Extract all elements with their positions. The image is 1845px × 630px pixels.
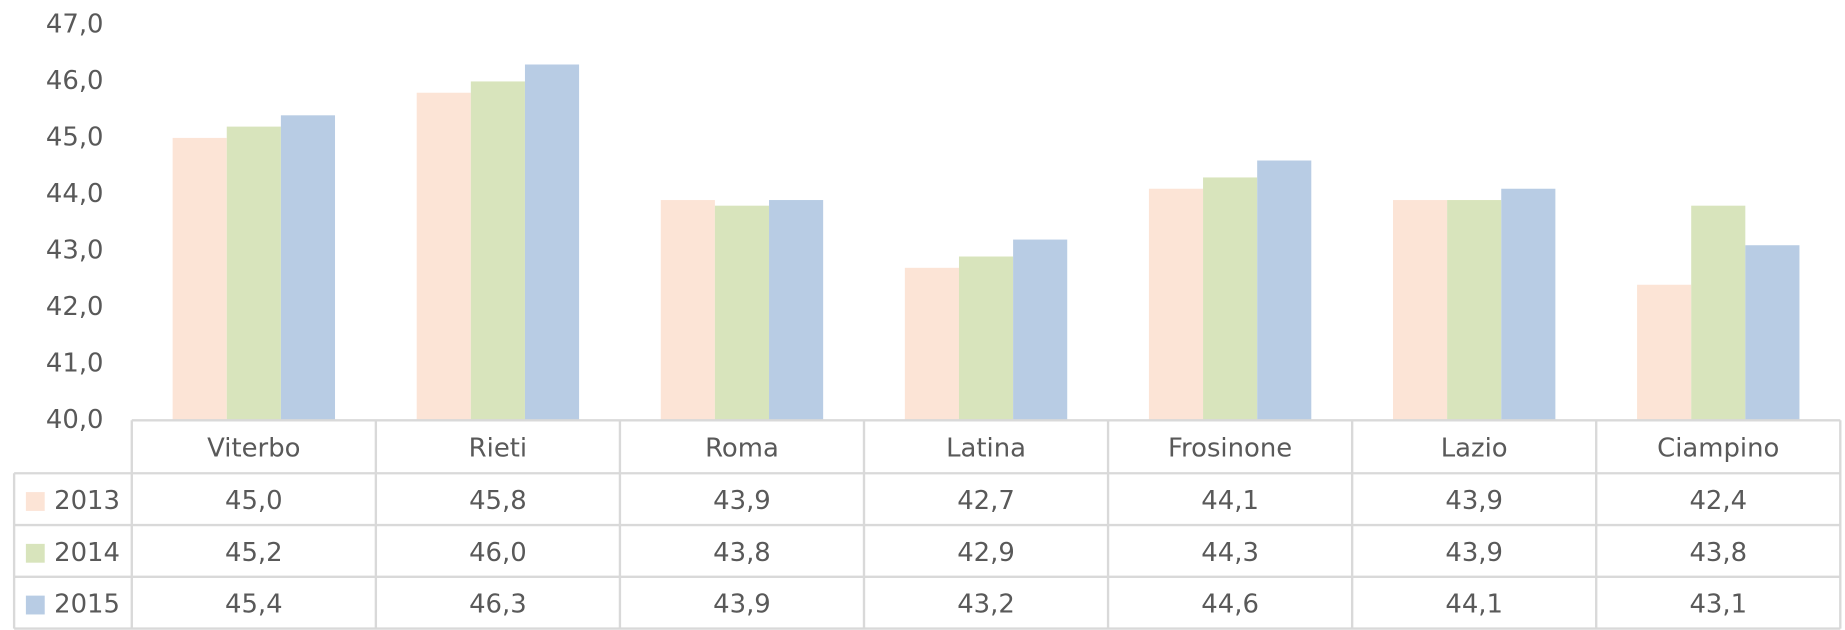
y-tick-label: 45,0 — [46, 122, 104, 152]
table-cell: 42,9 — [957, 538, 1015, 568]
bar — [1447, 200, 1502, 421]
legend-key — [25, 595, 45, 615]
y-tick-label: 41,0 — [46, 348, 104, 378]
table-cell: 43,9 — [1445, 538, 1503, 568]
table-cell: 45,2 — [225, 538, 283, 568]
y-tick-label: 47,0 — [46, 9, 104, 39]
bar — [172, 137, 227, 421]
x-tick-label: Lazio — [1441, 434, 1508, 464]
table-cell: 44,1 — [1445, 590, 1503, 620]
bar — [470, 81, 525, 421]
table-cell: 43,1 — [1689, 590, 1747, 620]
table-cell: 45,0 — [225, 486, 283, 516]
legend-label: 2014 — [54, 538, 120, 568]
table-cell: 43,9 — [713, 486, 771, 516]
bar — [280, 115, 336, 421]
bar — [1392, 200, 1448, 421]
legend-key — [25, 492, 45, 511]
bar — [660, 200, 715, 421]
y-tick-label: 43,0 — [46, 235, 104, 265]
table-cell: 44,1 — [1201, 486, 1259, 516]
legend-label: 2015 — [54, 590, 120, 620]
x-tick-label: Frosinone — [1168, 434, 1292, 464]
table-cell: 42,7 — [957, 486, 1015, 516]
table-cell: 45,4 — [225, 590, 283, 620]
bar — [416, 92, 471, 421]
table-cell: 44,3 — [1201, 538, 1259, 568]
x-tick-label: Rieti — [469, 434, 527, 464]
table-cell: 42,4 — [1689, 486, 1747, 516]
legend-key — [25, 543, 45, 563]
legend-label: 2013 — [54, 486, 120, 516]
bar — [1637, 284, 1692, 421]
x-tick-label: Viterbo — [207, 434, 300, 464]
bar — [769, 200, 824, 421]
bar — [524, 64, 580, 421]
bar — [1148, 188, 1204, 421]
table-cell: 43,8 — [1689, 538, 1747, 568]
x-tick-label: Roma — [705, 434, 779, 464]
bar — [1745, 245, 1800, 421]
table-cell: 43,9 — [713, 590, 771, 620]
bar — [904, 267, 959, 421]
bar — [1501, 188, 1556, 421]
bar — [1691, 205, 1746, 421]
table-cell: 43,9 — [1445, 486, 1503, 516]
x-tick-label: Ciampino — [1657, 434, 1779, 464]
table-cell: 43,2 — [957, 590, 1015, 620]
bar — [1257, 160, 1312, 421]
bar — [958, 256, 1014, 421]
bar — [226, 126, 281, 421]
bar — [1013, 239, 1068, 421]
table-cell: 46,0 — [469, 538, 527, 568]
bar — [1203, 177, 1258, 421]
y-tick-label: 46,0 — [46, 66, 104, 96]
y-tick-label: 44,0 — [46, 179, 104, 209]
y-tick-label: 42,0 — [46, 292, 104, 322]
bar — [714, 205, 770, 421]
y-tick-label: 40,0 — [46, 405, 104, 435]
table-cell: 43,8 — [713, 538, 771, 568]
table-cell: 44,6 — [1201, 590, 1259, 620]
table-cell: 46,3 — [469, 590, 527, 620]
x-tick-label: Latina — [946, 434, 1026, 464]
table-cell: 45,8 — [469, 486, 527, 516]
